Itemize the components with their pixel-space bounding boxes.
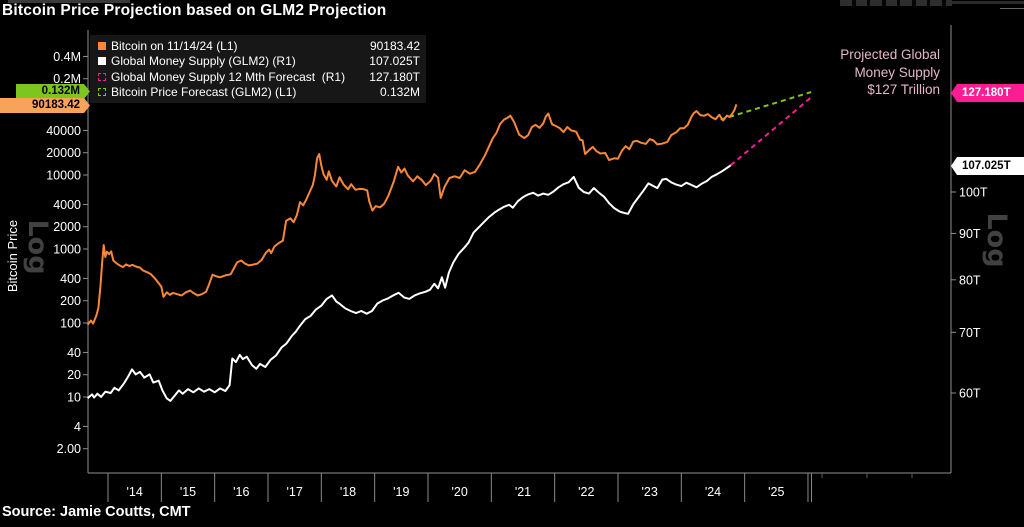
money-supply-forecast-value-badge: 127.180T <box>951 84 1024 102</box>
y-right-tick-label: 60T <box>959 386 981 400</box>
legend-label: Bitcoin on 11/14/24 (L1) <box>111 38 238 53</box>
x-axis-year-label: '22 <box>578 485 594 499</box>
money-supply-series-swatch-icon <box>98 57 106 66</box>
legend-value: 0.132M <box>379 85 420 100</box>
y-right-tick-label: 70T <box>959 326 981 340</box>
y-left-tick-label: 2.00 <box>57 442 81 456</box>
bitcoin-forecast-line <box>720 91 812 121</box>
bitcoin-forecast-value-badge: 0.132M <box>16 84 90 99</box>
y-left-tick-label: 4 <box>74 420 81 434</box>
x-axis-year-label: '15 <box>180 485 196 499</box>
y-left-tick-label: 100 <box>60 317 81 331</box>
legend-label: Global Money Supply 12 Mth Forecast (R1) <box>111 69 346 84</box>
legend-row-bitcoin-forecast: Bitcoin Price Forecast (GLM2) (L1) 0.132… <box>98 85 420 101</box>
legend-label: Global Money Supply (GLM2) (R1) <box>111 54 296 69</box>
x-axis-year-label: '18 <box>340 485 356 499</box>
top-right-watermark-cutoff <box>840 0 952 6</box>
legend-row-money-supply-forecast: Global Money Supply 12 Mth Forecast (R1)… <box>98 69 420 85</box>
y-left-tick-label: 0.4M <box>53 50 81 64</box>
bitcoin-series-swatch-icon <box>98 41 106 50</box>
y-left-tick-label: 0.2M <box>53 72 81 86</box>
y-left-tick-label: 20000 <box>46 146 81 160</box>
money-supply-line <box>87 164 732 402</box>
right-log-scale-watermark: Log <box>981 212 1012 268</box>
money-supply-last-value-badge: 107.025T <box>951 157 1024 175</box>
y-left-tick-label: 400 <box>60 272 81 286</box>
top-edge-cutoff-strip <box>8 0 130 3</box>
money-supply-forecast-line <box>730 96 812 167</box>
y-left-tick-label: 20 <box>67 368 81 382</box>
y-left-tick-label: 200 <box>60 294 81 308</box>
projection-annotation: Projected Global Money Supply $127 Trill… <box>840 46 940 99</box>
legend: Bitcoin on 11/14/24 (L1) 90183.42 Global… <box>90 35 426 103</box>
bitcoin-line <box>86 103 738 326</box>
legend-value: 127.180T <box>369 69 420 84</box>
x-axis-year-label: '23 <box>642 485 658 499</box>
top-right-frame-line <box>1000 8 1024 9</box>
legend-value: 107.025T <box>369 54 420 69</box>
y-right-tick-label: 100T <box>959 186 988 200</box>
bitcoin-last-price-badge: 90183.42 <box>0 98 90 113</box>
page-title: Bitcoin Price Projection based on GLM2 P… <box>2 2 387 19</box>
legend-row-money-supply: Global Money Supply (GLM2) (R1) 107.025T <box>98 54 420 70</box>
x-axis-year-label: '14 <box>127 485 143 499</box>
legend-value: 90183.42 <box>369 38 420 53</box>
x-axis-year-label: '17 <box>287 485 303 499</box>
annotation-line: Money Supply <box>854 64 940 80</box>
y-left-tick-label: 40000 <box>46 124 81 138</box>
top-right-cutoff-strip <box>952 1 1024 4</box>
money-supply-forecast-swatch-icon <box>98 72 106 81</box>
left-log-scale-watermark: Log <box>22 219 53 275</box>
annotation-line: $127 Trillion <box>867 82 940 97</box>
y-right-tick-label: 80T <box>959 273 981 287</box>
x-axis-year-label: '21 <box>515 485 531 499</box>
x-axis-year-label: '20 <box>452 485 468 499</box>
x-axis-year-label: '19 <box>393 485 409 499</box>
x-axis-year-label: '16 <box>233 485 249 499</box>
y-left-tick-label: 10 <box>67 391 81 405</box>
x-axis-year-label: '24 <box>705 485 721 499</box>
x-axis-year-label: '25 <box>768 485 784 499</box>
annotation-line: Projected Global <box>840 47 940 62</box>
bitcoin-forecast-swatch-icon <box>98 88 106 97</box>
left-axis-title: Bitcoin Price <box>5 219 20 293</box>
y-left-tick-label: 40 <box>67 346 81 360</box>
legend-row-bitcoin: Bitcoin on 11/14/24 (L1) 90183.42 <box>98 38 420 54</box>
y-left-tick-label: 4000 <box>53 198 81 212</box>
y-left-tick-label: 1000 <box>53 243 81 257</box>
source-credit: Source: Jamie Coutts, CMT <box>2 504 191 520</box>
legend-label: Bitcoin Price Forecast (GLM2) (L1) <box>111 85 297 100</box>
y-left-tick-label: 2000 <box>53 220 81 234</box>
y-left-tick-label: 10000 <box>46 169 81 183</box>
y-right-tick-label: 90T <box>959 227 981 241</box>
